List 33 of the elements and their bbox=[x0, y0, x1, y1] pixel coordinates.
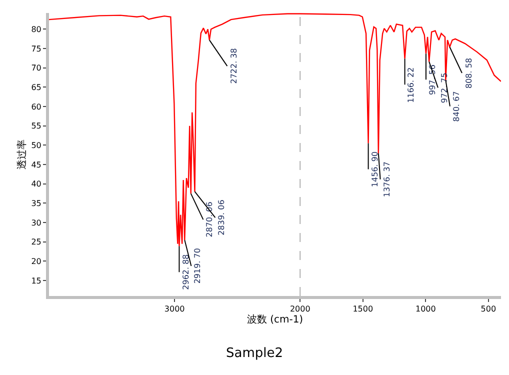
text: Sample2 bbox=[226, 346, 284, 362]
y-tick-label: 50 bbox=[31, 141, 42, 150]
y-tick-label: 70 bbox=[31, 64, 42, 73]
annotation: 2839. 06 bbox=[217, 200, 226, 236]
y-tick-label: 60 bbox=[31, 102, 42, 112]
annotation: 1456. 90 bbox=[370, 151, 380, 188]
annotation: 2919. 70 bbox=[192, 248, 202, 284]
y-tick-label: 65 bbox=[31, 83, 42, 92]
annotation: 840. 67 bbox=[452, 91, 462, 122]
annotation: 972. 75 bbox=[440, 72, 449, 104]
y-tick-label: 30 bbox=[31, 218, 42, 228]
y-tick-label: 40 bbox=[31, 180, 42, 189]
annotation: 2962. 88 bbox=[182, 254, 191, 290]
y-tick-label: 20 bbox=[31, 257, 42, 266]
y-tick-label: 75 bbox=[31, 44, 42, 54]
line-series bbox=[49, 13, 501, 247]
x-tick-label: 500 bbox=[480, 304, 496, 314]
y-tick-label: 55 bbox=[31, 122, 42, 131]
y-tick-label: 45 bbox=[31, 160, 42, 170]
x-tick-label: 1500 bbox=[352, 304, 374, 314]
annotation: 2722. 38 bbox=[230, 48, 239, 84]
annotation: 808. 58 bbox=[464, 58, 474, 88]
x-tick-label: 3000 bbox=[164, 304, 185, 314]
y-axis-title: 透过率 bbox=[16, 140, 28, 170]
x-tick-label: 2000 bbox=[290, 304, 310, 314]
y-tick-label: 25 bbox=[31, 238, 42, 247]
x-tick-label: 1000 bbox=[415, 304, 436, 314]
x-axis-title: 波数 (cm-1) bbox=[246, 314, 304, 326]
annotation: 1166. 22 bbox=[406, 67, 416, 103]
y-tick-label: 35 bbox=[31, 199, 42, 208]
y-tick-label: 15 bbox=[31, 276, 42, 286]
y-tick-label: 80 bbox=[31, 25, 42, 34]
annotation: 1376. 37 bbox=[382, 162, 392, 198]
